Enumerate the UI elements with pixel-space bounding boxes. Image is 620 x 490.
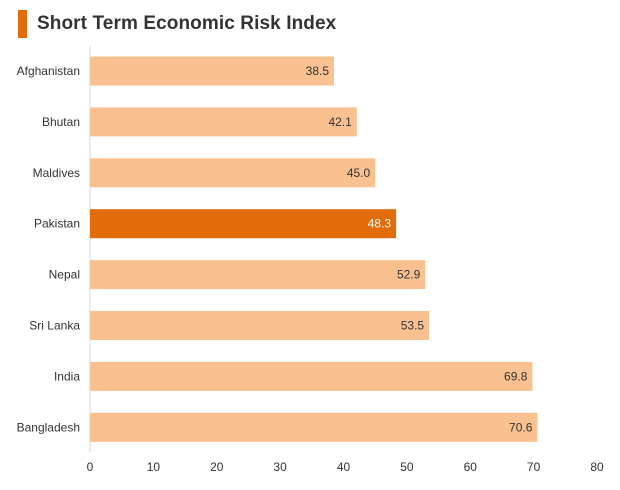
- bar-sri-lanka: [90, 311, 430, 340]
- bar-maldives: [90, 158, 376, 188]
- chart-title-block: Short Term Economic Risk Index: [18, 10, 336, 38]
- title-accent-bar: [18, 10, 27, 38]
- data-label: 70.6: [509, 420, 533, 434]
- category-label: Pakistan: [34, 217, 80, 231]
- x-tick-label: 80: [590, 460, 604, 474]
- category-label: Sri Lanka: [29, 319, 80, 333]
- category-label: Nepal: [49, 268, 80, 282]
- x-tick-label: 70: [527, 460, 541, 474]
- data-label: 42.1: [328, 115, 352, 129]
- data-label: 48.3: [368, 217, 392, 231]
- data-label: 69.8: [504, 369, 528, 383]
- x-tick-label: 0: [87, 460, 94, 474]
- category-label: Afghanistan: [17, 64, 80, 78]
- category-label: Maldives: [33, 166, 80, 180]
- data-label: 45.0: [347, 166, 371, 180]
- data-label: 53.5: [401, 319, 425, 333]
- data-label: 38.5: [306, 64, 330, 78]
- bar-bangladesh: [90, 412, 538, 442]
- data-label: 52.9: [397, 268, 421, 282]
- bar-nepal: [90, 260, 426, 290]
- x-tick-label: 20: [210, 460, 224, 474]
- category-label: Bangladesh: [17, 420, 80, 434]
- x-tick-label: 10: [147, 460, 161, 474]
- category-label: Bhutan: [42, 115, 80, 129]
- bar-bhutan: [90, 107, 357, 137]
- x-tick-label: 30: [273, 460, 287, 474]
- bar-india: [90, 361, 533, 391]
- chart-title: Short Term Economic Risk Index: [37, 13, 337, 34]
- bar-pakistan: [90, 209, 397, 239]
- x-tick-label: 50: [400, 460, 414, 474]
- category-label: India: [54, 369, 80, 383]
- x-tick-label: 40: [337, 460, 351, 474]
- bar-afghanistan: [90, 56, 334, 86]
- x-tick-label: 60: [464, 460, 478, 474]
